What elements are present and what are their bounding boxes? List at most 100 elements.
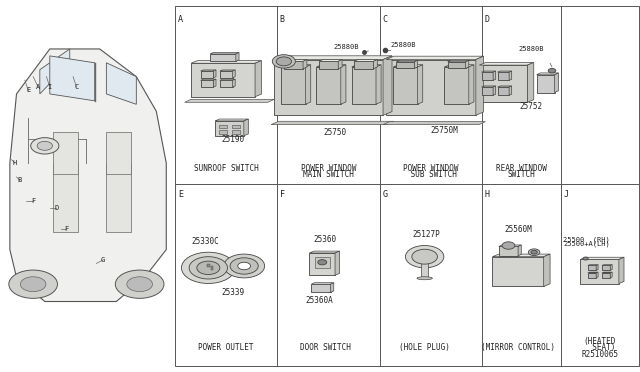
Bar (448, 62, 466, 68)
Polygon shape (396, 60, 417, 62)
Polygon shape (340, 65, 346, 104)
Bar (588, 266, 596, 270)
Polygon shape (611, 265, 612, 270)
Polygon shape (374, 60, 378, 69)
Polygon shape (518, 245, 521, 256)
Polygon shape (311, 283, 334, 284)
Polygon shape (596, 272, 598, 278)
Polygon shape (376, 65, 381, 104)
Polygon shape (479, 62, 534, 65)
Polygon shape (282, 65, 311, 67)
Text: (MIRROR CONTROL): (MIRROR CONTROL) (481, 343, 555, 352)
Bar (274, 60, 383, 115)
Text: DOOR SWITCH: DOOR SWITCH (300, 343, 351, 352)
Circle shape (548, 68, 556, 73)
Polygon shape (352, 65, 381, 67)
Text: 25880B: 25880B (519, 46, 544, 52)
Bar (53, 132, 78, 173)
Polygon shape (215, 119, 248, 121)
Polygon shape (271, 121, 394, 125)
Polygon shape (602, 272, 612, 273)
Polygon shape (191, 61, 262, 63)
Polygon shape (284, 60, 307, 61)
Bar (282, 67, 306, 104)
Bar (479, 65, 527, 102)
Polygon shape (476, 56, 484, 115)
Text: 25880B: 25880B (390, 42, 416, 48)
Text: 25560M: 25560M (504, 225, 532, 234)
Polygon shape (493, 71, 495, 80)
Bar (106, 132, 131, 173)
Polygon shape (509, 86, 512, 95)
Polygon shape (214, 79, 216, 87)
Polygon shape (602, 265, 612, 266)
Text: C: C (74, 84, 79, 90)
Polygon shape (185, 99, 275, 102)
Circle shape (238, 262, 251, 270)
Bar (393, 67, 418, 104)
Bar (309, 253, 335, 275)
Text: F: F (64, 226, 68, 232)
Text: H: H (484, 190, 490, 199)
Bar (580, 260, 619, 283)
Bar (219, 125, 227, 128)
Text: H: H (13, 160, 17, 166)
Bar (175, 6, 639, 366)
Circle shape (273, 55, 295, 68)
Circle shape (529, 249, 540, 256)
Polygon shape (596, 265, 598, 270)
Text: SUB SWITCH: SUB SWITCH (406, 170, 456, 179)
Text: 25752: 25752 (519, 102, 543, 111)
Polygon shape (106, 63, 136, 104)
Circle shape (230, 258, 259, 274)
Polygon shape (619, 257, 624, 283)
Polygon shape (445, 65, 474, 67)
Polygon shape (383, 56, 392, 115)
Polygon shape (330, 283, 334, 292)
Bar (355, 61, 374, 69)
Text: 25127P: 25127P (412, 230, 440, 239)
Bar (201, 80, 214, 87)
Polygon shape (588, 265, 598, 266)
Circle shape (502, 242, 515, 249)
Bar (53, 163, 78, 232)
Polygon shape (386, 56, 484, 60)
Bar (210, 54, 236, 61)
Circle shape (189, 257, 228, 279)
Polygon shape (498, 71, 512, 72)
Bar (602, 273, 611, 278)
Polygon shape (544, 254, 550, 286)
Bar (493, 257, 543, 286)
Polygon shape (244, 119, 248, 136)
Polygon shape (201, 79, 216, 80)
Text: G: G (101, 257, 105, 263)
Bar (220, 80, 233, 87)
Text: POWER WINDOW: POWER WINDOW (403, 164, 459, 173)
Polygon shape (499, 245, 521, 247)
Polygon shape (481, 86, 495, 87)
Polygon shape (588, 272, 598, 273)
Bar (232, 125, 240, 128)
Text: 25750M: 25750M (430, 126, 458, 135)
Polygon shape (393, 65, 422, 67)
Text: 25190: 25190 (221, 135, 244, 144)
Polygon shape (210, 52, 239, 54)
Text: B: B (18, 177, 22, 183)
Bar (284, 61, 303, 69)
Bar (352, 67, 376, 104)
Ellipse shape (417, 277, 433, 280)
Polygon shape (493, 86, 495, 95)
Text: REAR WINDOW: REAR WINDOW (496, 164, 547, 173)
Polygon shape (468, 65, 474, 104)
Text: E: E (178, 190, 183, 199)
Polygon shape (274, 56, 392, 60)
Bar (498, 72, 509, 80)
Bar (421, 263, 429, 278)
Text: A: A (36, 84, 40, 90)
Text: J: J (563, 190, 568, 199)
Text: 25339: 25339 (221, 288, 244, 297)
Polygon shape (417, 65, 422, 104)
Text: R2510065: R2510065 (581, 350, 618, 359)
Text: F: F (31, 198, 35, 204)
Text: SEAT): SEAT) (584, 343, 616, 352)
